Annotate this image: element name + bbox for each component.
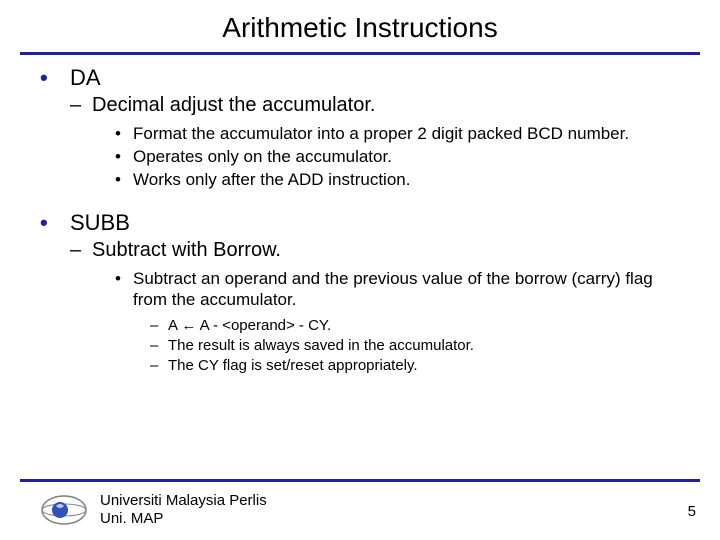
subpoint-subb-1: – The result is always saved in the accu… (150, 336, 680, 355)
subpoint-text: The result is always saved in the accumu… (168, 336, 474, 355)
page-number: 5 (688, 503, 696, 520)
footer-text: Universiti Malaysia Perlis Uni. MAP (100, 492, 267, 528)
point-text: Operates only on the accumulator. (133, 146, 392, 167)
dash: – (150, 356, 168, 375)
content-area: • DA – Decimal adjust the accumulator. •… (0, 55, 720, 375)
subpoint-text: A ← A - <operand> - CY. (168, 316, 331, 335)
footer-underline (20, 479, 700, 482)
bullet-label: DA (70, 65, 101, 91)
bullet-dot: • (40, 210, 70, 236)
dash: – (150, 316, 168, 335)
point-text: Subtract an operand and the previous val… (133, 268, 680, 310)
point-da-0: • Format the accumulator into a proper 2… (115, 123, 680, 144)
slide-title: Arithmetic Instructions (0, 0, 720, 52)
dash: – (70, 238, 92, 262)
bullet-subb: • SUBB (40, 210, 680, 236)
dot: • (115, 169, 133, 190)
point-da-1: • Operates only on the accumulator. (115, 146, 680, 167)
bullet-da: • DA (40, 65, 680, 91)
footer-line1: Universiti Malaysia Perlis (100, 492, 267, 510)
subpoint-text: The CY flag is set/reset appropriately. (168, 356, 418, 375)
sub-da: – Decimal adjust the accumulator. (70, 93, 680, 117)
logo-icon (40, 494, 88, 526)
dot: • (115, 123, 133, 144)
point-subb-0: • Subtract an operand and the previous v… (115, 268, 680, 310)
dash: – (150, 336, 168, 355)
footer: Universiti Malaysia Perlis Uni. MAP (40, 492, 267, 528)
dot: • (115, 146, 133, 167)
sub-subb: – Subtract with Borrow. (70, 238, 680, 262)
subpoint-subb-0: – A ← A - <operand> - CY. (150, 316, 680, 335)
sub-label: Decimal adjust the accumulator. (92, 93, 375, 117)
dash: – (70, 93, 92, 117)
sub-label: Subtract with Borrow. (92, 238, 281, 262)
footer-line2: Uni. MAP (100, 510, 267, 528)
bullet-label: SUBB (70, 210, 130, 236)
point-da-2: • Works only after the ADD instruction. (115, 169, 680, 190)
subpoint-subb-2: – The CY flag is set/reset appropriately… (150, 356, 680, 375)
point-text: Works only after the ADD instruction. (133, 169, 410, 190)
point-text: Format the accumulator into a proper 2 d… (133, 123, 629, 144)
dot: • (115, 268, 133, 289)
bullet-dot: • (40, 65, 70, 91)
